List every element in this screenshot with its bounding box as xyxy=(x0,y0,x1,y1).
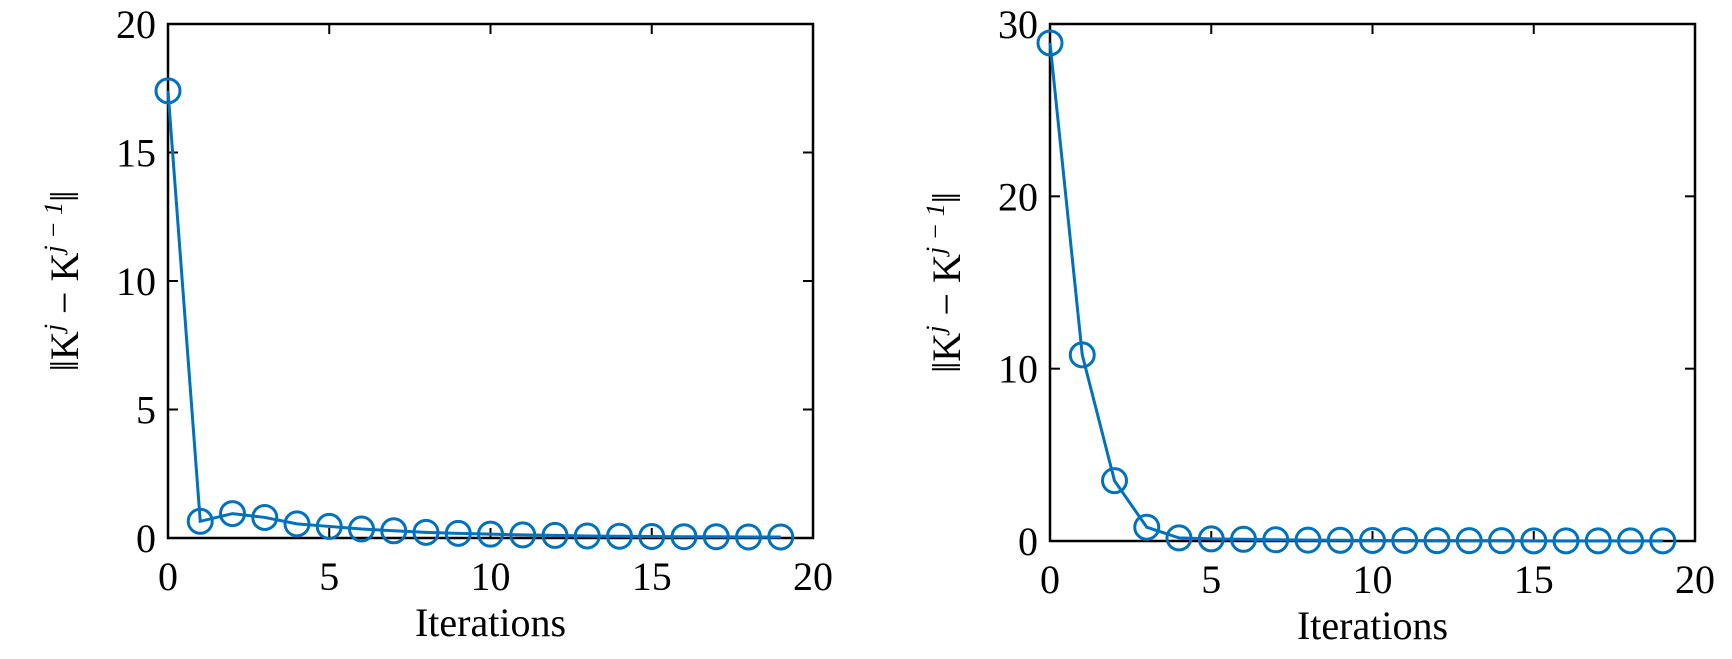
data-point xyxy=(412,518,440,546)
data-point xyxy=(1068,341,1096,369)
y-tick-label: 0 xyxy=(136,516,156,561)
y-tick-label: 20 xyxy=(998,174,1038,219)
x-tick-label: 5 xyxy=(319,554,339,599)
y-tick-label: 5 xyxy=(136,388,156,433)
data-point xyxy=(1584,527,1612,555)
x-tick-label: 10 xyxy=(1353,557,1393,602)
data-point xyxy=(1617,527,1644,555)
axes-box xyxy=(1048,22,1697,543)
data-point xyxy=(606,522,633,550)
data-point xyxy=(251,503,279,531)
data-point xyxy=(735,523,762,551)
data-point xyxy=(702,523,730,551)
data-point xyxy=(1230,525,1257,553)
data-point xyxy=(509,521,537,549)
data-point xyxy=(1326,526,1354,554)
right-chart-panel: 0 5 10 15 20 0 10 20 30 Iterations ‖Kj − Kj − 1‖ xyxy=(921,2,1715,648)
data-point xyxy=(1101,467,1128,495)
data-point xyxy=(1391,526,1419,554)
data-point xyxy=(541,521,569,549)
data-point xyxy=(154,77,182,105)
data-point xyxy=(1036,29,1064,57)
y-tick-label: 10 xyxy=(116,259,156,304)
data-point xyxy=(670,523,698,551)
x-tick-label: 0 xyxy=(1040,557,1060,602)
y-tick-label: 30 xyxy=(998,2,1038,47)
data-point xyxy=(638,522,666,550)
data-point xyxy=(1133,513,1161,541)
data-point xyxy=(219,500,246,528)
axes-box xyxy=(166,22,815,540)
data-point xyxy=(1649,527,1677,555)
x-tick-label: 20 xyxy=(1675,557,1715,602)
left-chart-panel: 0 5 10 15 20 0 5 10 15 20 Iterations ‖Kj − Kj − 1‖ xyxy=(39,2,833,645)
y-axis-label: ‖Kj − Kj − 1‖ xyxy=(921,192,969,373)
data-point xyxy=(348,515,375,543)
data-point xyxy=(186,507,214,535)
data-point xyxy=(1262,526,1290,554)
x-tick-label: 5 xyxy=(1201,557,1221,602)
data-point xyxy=(315,512,343,540)
series-line xyxy=(166,90,781,539)
data-point xyxy=(767,523,795,551)
y-tick-label: 20 xyxy=(116,2,156,47)
x-tick-label: 10 xyxy=(471,554,511,599)
data-point xyxy=(1455,527,1483,555)
y-tick-label: 10 xyxy=(998,347,1038,392)
data-point xyxy=(1197,525,1225,553)
x-axis-label: Iterations xyxy=(415,600,566,645)
data-point xyxy=(1552,527,1580,555)
x-axis-label: Iterations xyxy=(1297,603,1448,648)
y-tick-label: 0 xyxy=(1018,519,1038,564)
data-point xyxy=(1423,527,1451,555)
x-tick-label: 0 xyxy=(158,554,178,599)
data-point xyxy=(1294,526,1322,554)
data-point xyxy=(573,522,601,550)
data-point xyxy=(1488,527,1515,555)
series-line xyxy=(1048,42,1663,543)
y-axis-label: ‖Kj − Kj − 1‖ xyxy=(39,191,87,372)
x-tick-label: 20 xyxy=(793,554,833,599)
x-tick-label: 15 xyxy=(632,554,672,599)
y-tick-label: 15 xyxy=(116,131,156,176)
data-point xyxy=(1165,524,1193,552)
data-point xyxy=(380,517,408,545)
data-point xyxy=(283,510,311,538)
data-point xyxy=(1520,527,1548,555)
data-point xyxy=(477,520,504,548)
x-tick-label: 15 xyxy=(1514,557,1554,602)
data-point xyxy=(444,519,472,547)
data-point xyxy=(1359,526,1386,554)
